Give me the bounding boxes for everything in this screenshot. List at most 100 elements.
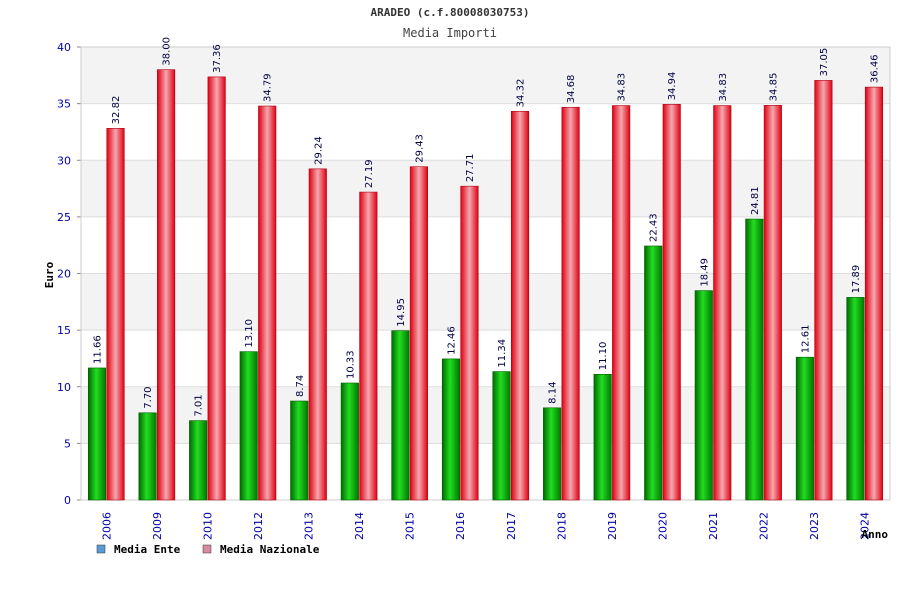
x-tick-label: 2023 [808, 512, 821, 540]
legend-swatch-ente [96, 544, 106, 554]
x-tick-label: 2016 [454, 512, 467, 540]
y-tick-label: 5 [64, 437, 71, 450]
legend-swatch-nazionale [202, 544, 212, 554]
y-axis-label: Euro [43, 261, 56, 288]
x-tick-label: 2024 [859, 512, 872, 540]
bar-ente [745, 218, 764, 501]
data-label-ente: 12.61 [800, 325, 811, 354]
data-label-ente: 12.46 [446, 326, 457, 355]
bar-nazionale [510, 111, 530, 501]
bar-ente [644, 245, 663, 501]
x-tick-label: 2017 [505, 512, 518, 540]
data-label-ente: 22.43 [649, 213, 660, 242]
bar-ente [189, 420, 208, 501]
bar-nazionale [308, 168, 327, 501]
bar-ente [795, 356, 814, 501]
legend: Media Ente Media Nazionale [96, 543, 320, 556]
x-tick-label: 2013 [303, 512, 316, 540]
plot-area: 0 5 10 15 20 25 30 35 40 11.66 32.82 2006 7.70 38.00 2… [57, 37, 891, 540]
data-label-ente: 17.89 [851, 265, 862, 294]
x-tick-label: 2012 [252, 512, 265, 540]
x-tick-label: 2014 [353, 512, 366, 540]
y-tick-label: 40 [57, 41, 71, 54]
legend-label-ente: Media Ente [114, 543, 181, 556]
data-label-ente: 8.74 [295, 375, 306, 397]
y-tick-label: 10 [57, 381, 71, 394]
bar-nazionale [157, 69, 176, 501]
data-label-nazionale: 37.36 [212, 44, 223, 73]
data-label-ente: 13.10 [244, 319, 255, 348]
x-tick-label: 2021 [707, 512, 720, 540]
bar-nazionale [864, 86, 884, 501]
y-tick-label: 20 [57, 268, 71, 281]
data-label-nazionale: 34.79 [263, 73, 274, 102]
bar-nazionale [814, 80, 833, 501]
x-tick-label: 2019 [606, 512, 619, 540]
data-label-nazionale: 34.83 [617, 73, 628, 102]
x-tick-label: 2020 [656, 512, 669, 540]
x-tick-label: 2006 [100, 512, 113, 540]
bar-nazionale [409, 166, 428, 501]
x-tick-label: 2022 [758, 512, 771, 540]
y-tick-label: 30 [57, 154, 71, 167]
data-label-ente: 8.14 [548, 382, 559, 404]
data-label-ente: 11.10 [598, 342, 609, 371]
bar-nazionale [662, 104, 681, 501]
legend-label-nazionale: Media Nazionale [220, 543, 320, 556]
bar-nazionale [763, 105, 782, 501]
bar-ente [340, 382, 359, 501]
data-label-ente: 18.49 [699, 258, 710, 287]
bar-nazionale [561, 106, 580, 501]
data-label-ente: 11.34 [497, 339, 508, 368]
bar-ente [492, 371, 511, 501]
x-tick-label: 2009 [151, 512, 164, 540]
data-label-nazionale: 36.46 [869, 54, 880, 83]
bar-nazionale [713, 105, 732, 501]
bar-ente [290, 400, 309, 501]
plot-frame [80, 46, 891, 501]
bar-nazionale [460, 185, 479, 501]
bar-nazionale [612, 105, 631, 501]
data-label-nazionale: 32.82 [111, 96, 122, 125]
data-label-ente: 11.66 [93, 335, 104, 364]
data-label-ente: 14.95 [396, 298, 407, 327]
x-tick-label: 2018 [555, 512, 568, 540]
bar-nazionale [207, 76, 226, 501]
x-tick-label: 2010 [201, 512, 214, 540]
y-tick-label: 25 [57, 211, 71, 224]
x-axis-label: Anno [862, 528, 889, 541]
chart-subtitle: Media Importi [403, 26, 497, 40]
bar-ente [391, 330, 410, 501]
bar-ente [694, 290, 713, 501]
data-label-nazionale: 38.00 [162, 37, 173, 66]
data-label-nazionale: 29.24 [313, 136, 324, 165]
bar-ente [87, 367, 107, 501]
data-label-ente: 7.01 [194, 394, 205, 416]
chart-title: ARADEO (c.f.80008030753) [371, 6, 530, 19]
y-tick-label: 35 [57, 98, 71, 111]
bar-ente [543, 407, 562, 501]
data-label-ente: 10.33 [345, 350, 356, 379]
data-label-nazionale: 34.68 [566, 75, 577, 104]
bar-nazionale [106, 128, 125, 501]
data-label-nazionale: 34.83 [718, 73, 729, 102]
data-label-nazionale: 27.19 [364, 159, 375, 188]
data-label-nazionale: 34.85 [768, 73, 779, 102]
bar-ente [138, 412, 157, 501]
data-label-nazionale: 37.05 [819, 48, 830, 77]
x-tick-label: 2015 [404, 512, 417, 540]
bar-ente [239, 351, 258, 501]
data-label-nazionale: 34.94 [667, 72, 678, 101]
y-tick-label: 0 [64, 494, 71, 507]
data-label-ente: 7.70 [143, 387, 154, 409]
data-label-ente: 24.81 [750, 186, 761, 215]
y-tick-label: 15 [57, 324, 71, 337]
bar-nazionale [258, 105, 277, 501]
data-label-nazionale: 27.71 [465, 154, 476, 183]
bar-ente [846, 297, 865, 501]
bar-ente [593, 373, 612, 501]
bar-ente [441, 358, 461, 501]
data-label-nazionale: 29.43 [414, 134, 425, 163]
data-label-nazionale: 34.32 [516, 79, 527, 108]
